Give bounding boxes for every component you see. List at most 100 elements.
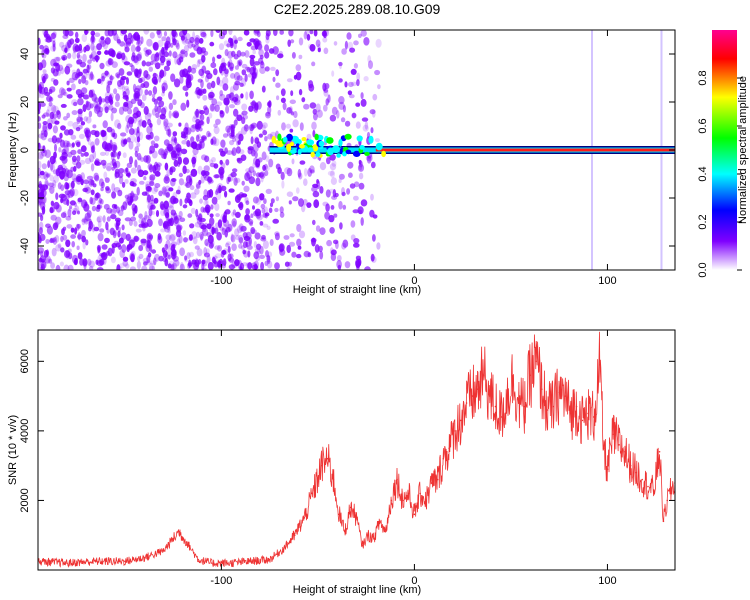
- noise-blob: [79, 258, 84, 266]
- noise-blob: [129, 63, 133, 68]
- noise-blob: [83, 127, 91, 135]
- noise-blob: [255, 197, 261, 206]
- noise-blob: [230, 234, 236, 243]
- noise-blob: [148, 90, 153, 96]
- noise-blob: [130, 216, 137, 222]
- noise-blob: [117, 80, 122, 87]
- noise-blob: [197, 58, 204, 65]
- noise-blob: [147, 134, 152, 141]
- noise-blob: [174, 56, 178, 65]
- noise-blob: [49, 207, 54, 214]
- noise-blob: [225, 159, 230, 166]
- noise-blob: [143, 155, 149, 163]
- noise-blob: [165, 58, 172, 63]
- noise-blob: [329, 114, 337, 122]
- noise-blob: [372, 214, 378, 219]
- noise-blob: [96, 260, 104, 267]
- noise-blob: [327, 94, 331, 103]
- noise-blob: [214, 245, 221, 250]
- noise-blob: [348, 172, 353, 178]
- noise-blob: [122, 152, 127, 159]
- noise-blob: [102, 120, 108, 129]
- noise-blob: [353, 40, 359, 46]
- snr-point: [361, 544, 364, 547]
- noise-blob: [254, 137, 260, 145]
- noise-blob: [225, 125, 232, 133]
- snr-point: [541, 388, 543, 390]
- noise-blob: [206, 190, 211, 198]
- noise-blob: [145, 244, 151, 253]
- noise-blob: [161, 186, 167, 195]
- noise-blob: [114, 101, 120, 108]
- noise-blob: [275, 163, 281, 170]
- noise-blob: [232, 220, 237, 228]
- noise-blob: [70, 149, 77, 156]
- noise-blob: [102, 215, 106, 223]
- noise-blob: [288, 30, 294, 37]
- carrier-blob: [307, 147, 314, 153]
- noise-blob: [84, 80, 89, 86]
- noise-blob: [175, 143, 182, 153]
- noise-blob: [154, 183, 161, 188]
- noise-blob: [260, 60, 264, 66]
- noise-blob: [114, 171, 120, 178]
- noise-blob: [146, 112, 153, 117]
- noise-blob: [74, 76, 78, 81]
- noise-blob: [50, 161, 54, 171]
- noise-blob: [231, 243, 237, 251]
- noise-blob: [262, 164, 266, 171]
- noise-blob: [198, 37, 204, 44]
- noise-blob: [59, 132, 63, 139]
- noise-blob: [149, 180, 155, 187]
- noise-blob: [166, 122, 173, 128]
- noise-blob: [184, 122, 189, 131]
- noise-blob: [96, 204, 101, 210]
- noise-blob: [216, 231, 222, 241]
- noise-blob: [298, 172, 303, 180]
- noise-blob: [364, 266, 371, 270]
- noise-blob: [260, 174, 264, 183]
- noise-blob: [163, 121, 168, 129]
- noise-blob: [304, 30, 310, 37]
- noise-blob: [124, 194, 130, 199]
- noise-blob: [123, 101, 129, 107]
- noise-blob: [342, 105, 346, 113]
- noise-blob: [42, 75, 46, 84]
- noise-blob: [238, 133, 244, 142]
- noise-blob: [237, 203, 243, 209]
- noise-blob: [180, 102, 187, 112]
- noise-blob: [66, 169, 73, 179]
- noise-blob: [195, 108, 200, 118]
- noise-blob: [81, 217, 86, 226]
- colorbar-label: Normalized spectral amplitude: [737, 76, 749, 224]
- snr-point: [143, 557, 145, 559]
- noise-blob: [358, 172, 364, 180]
- noise-blob: [153, 197, 159, 204]
- noise-blob: [263, 198, 267, 205]
- noise-blob: [53, 56, 60, 66]
- noise-blob: [157, 235, 163, 244]
- snr-point: [230, 562, 232, 564]
- noise-blob: [88, 179, 95, 186]
- noise-blob: [201, 136, 207, 142]
- snr-trace: [38, 331, 675, 568]
- noise-blob: [115, 93, 120, 102]
- noise-blob: [333, 41, 338, 46]
- noise-blob: [274, 262, 280, 270]
- noise-blob: [97, 245, 101, 254]
- noise-blob: [309, 169, 315, 174]
- noise-blob: [248, 176, 256, 185]
- noise-blob: [265, 155, 270, 163]
- noise-blob: [114, 221, 120, 228]
- noise-blob: [172, 99, 177, 106]
- noise-blob: [57, 243, 62, 249]
- snr-point: [162, 550, 165, 552]
- noise-blob: [229, 140, 235, 146]
- noise-blob: [49, 185, 55, 194]
- noise-blob: [235, 146, 241, 154]
- colorbar-tick-label: 0.2: [697, 214, 709, 229]
- noise-blob: [229, 66, 234, 72]
- noise-blob: [129, 266, 136, 270]
- noise-blob: [240, 51, 246, 57]
- noise-blob: [179, 75, 184, 84]
